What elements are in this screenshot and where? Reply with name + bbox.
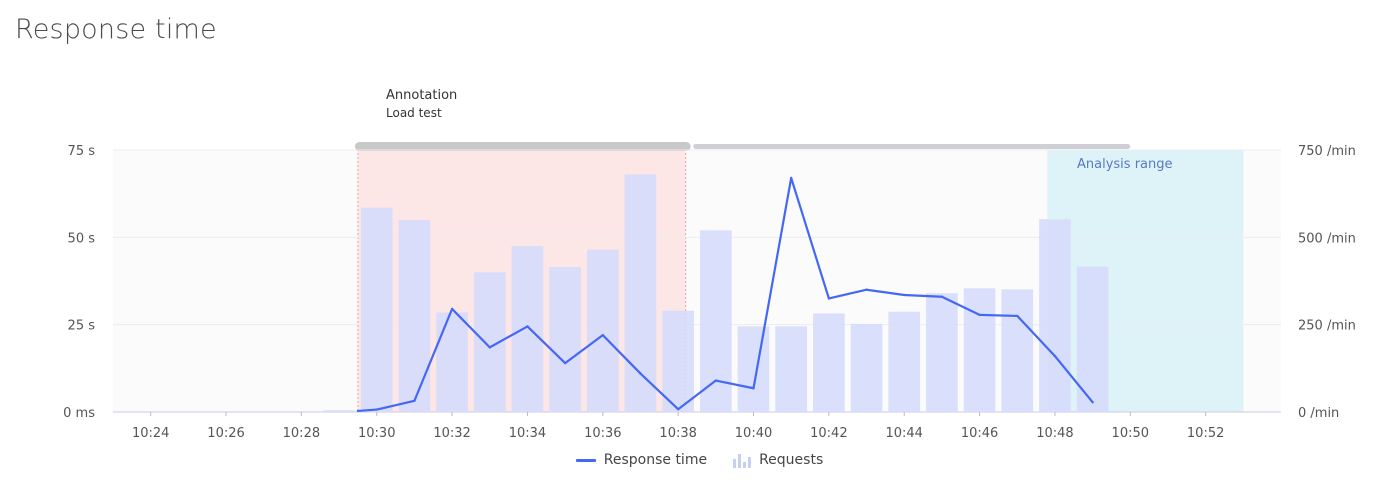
- response-time-point: [601, 333, 605, 337]
- response-time-point: [1053, 354, 1057, 358]
- requests-bar: [813, 313, 845, 412]
- x-tick-label: 10:42: [810, 426, 847, 441]
- response-time-point: [563, 361, 567, 365]
- requests-bar: [586, 249, 619, 412]
- x-tick-label: 10:50: [1112, 426, 1149, 441]
- response-time-point: [789, 176, 793, 180]
- x-tick-label: 10:28: [283, 426, 320, 441]
- legend-label-requests: Requests: [759, 452, 824, 468]
- response-time-point: [714, 379, 718, 382]
- bar-chart-icon: [733, 452, 752, 468]
- requests-bar: [624, 174, 657, 412]
- requests-bar: [1001, 289, 1034, 412]
- requests-bar: [398, 219, 431, 412]
- response-time-point: [639, 372, 642, 375]
- range-bar: [693, 144, 1131, 149]
- requests-bar: [511, 246, 544, 412]
- x-tick-label: 10:40: [735, 426, 772, 441]
- requests-bar: [549, 267, 581, 412]
- x-tick-label: 10:26: [207, 426, 244, 441]
- requests-bar: [888, 311, 921, 412]
- response-time-point: [413, 399, 416, 403]
- response-time-point: [903, 293, 906, 297]
- x-tick-label: 10:24: [132, 426, 169, 441]
- requests-bar: [662, 310, 694, 412]
- legend-item-requests[interactable]: Requests: [733, 452, 823, 468]
- legend-label-response-time: Response time: [603, 452, 708, 468]
- requests-bar: [1039, 219, 1071, 412]
- x-tick-label: 10:52: [1187, 426, 1224, 441]
- page-title: Response time: [15, 14, 217, 45]
- requests-bar: [700, 230, 732, 412]
- y-right-tick-label: 750 /min: [1298, 144, 1356, 159]
- y-right-tick-label: 250 /min: [1298, 319, 1356, 334]
- response-time-point: [752, 387, 755, 390]
- response-time-point: [1016, 314, 1019, 318]
- response-time-point: [940, 295, 944, 298]
- y-right-tick-label: 0 /min: [1298, 406, 1339, 421]
- response-time-point: [676, 408, 680, 411]
- response-time-point: [978, 313, 981, 317]
- requests-bar: [323, 410, 355, 412]
- requests-bar: [775, 326, 808, 412]
- response-time-point: [827, 297, 831, 300]
- requests-bar: [963, 288, 996, 412]
- response-time-chart[interactable]: 0 ms 25 s 50 s 75 s 0 /min 250 /min 500 /min 75…: [0, 0, 1399, 450]
- x-tick-label: 10:46: [961, 426, 998, 441]
- response-time-point: [526, 325, 529, 328]
- x-tick-label: 10:30: [358, 426, 395, 441]
- requests-bar: [360, 207, 393, 412]
- y-left-tick-label: 25 s: [68, 319, 96, 334]
- annotation-subtitle: Load test: [386, 106, 442, 120]
- y-left-tick-label: 50 s: [68, 231, 96, 246]
- chart-legend: Response time Requests: [0, 452, 1399, 468]
- legend-item-response-time[interactable]: Response time: [575, 452, 708, 468]
- x-tick-label: 10:38: [659, 426, 696, 441]
- requests-bar: [436, 312, 468, 412]
- x-tick-label: 10:36: [584, 426, 621, 441]
- x-tick-label: 10:48: [1036, 426, 1073, 441]
- y-left-tick-label: 0 ms: [63, 406, 95, 421]
- response-time-point: [865, 288, 868, 291]
- requests-bar: [926, 293, 958, 412]
- requests-bar: [737, 326, 770, 412]
- y-right-tick-label: 500 /min: [1298, 231, 1356, 246]
- x-tick-label: 10:44: [885, 426, 922, 441]
- response-time-point: [356, 409, 360, 413]
- x-tick-label: 10:32: [433, 426, 470, 441]
- y-left-tick-label: 75 s: [68, 144, 96, 159]
- response-time-point: [488, 346, 491, 349]
- requests-bar: [850, 323, 883, 412]
- annotation-title: Annotation: [386, 88, 457, 103]
- line-swatch-icon: [575, 458, 596, 462]
- x-tick-label: 10:34: [509, 426, 546, 441]
- response-time-point: [1091, 401, 1094, 404]
- response-time-point: [450, 307, 454, 311]
- response-time-point: [375, 408, 378, 411]
- analysis-range-label: Analysis range: [1077, 157, 1173, 172]
- annotation-bar: [354, 142, 691, 151]
